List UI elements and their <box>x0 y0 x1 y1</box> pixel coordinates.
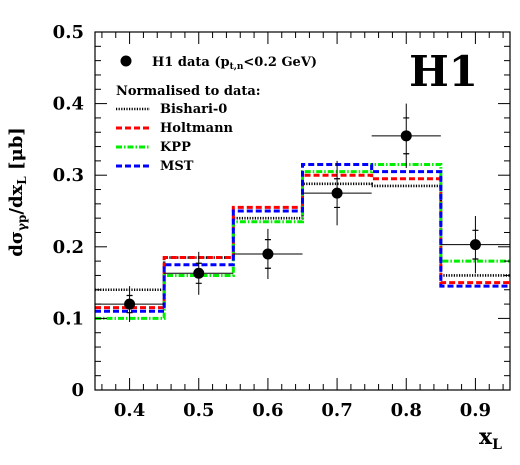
y-axis-label-mid: /dx <box>6 184 27 214</box>
x-tick-label: 0.7 <box>321 400 352 421</box>
tick-labels: 0.4 0.5 0.6 0.7 0.8 0.9 0 0.1 0.2 0.3 0.4 0.5 <box>53 22 491 421</box>
data-marker <box>400 130 412 142</box>
x-tick-label: 0.4 <box>114 400 145 421</box>
legend-header: Normalised to data: <box>116 84 261 99</box>
y-tick-label: 0.3 <box>53 165 84 186</box>
y-axis-label-d: d <box>6 244 27 257</box>
model-curves <box>95 162 510 320</box>
stat-error-caps <box>126 294 133 314</box>
stat-error-caps <box>264 239 271 269</box>
series-kpp <box>95 162 510 320</box>
y-tick-label: 0.1 <box>53 308 84 329</box>
x-axis-label-main: x <box>479 424 493 450</box>
series-mst <box>95 162 510 313</box>
legend-label: Holtmann <box>160 121 234 136</box>
x-tick-label: 0.9 <box>460 400 491 421</box>
h1-logo: H1 <box>409 47 478 96</box>
y-axis-label: dσγp/dxL [μb] <box>6 127 29 257</box>
stat-error-caps <box>472 229 479 260</box>
y-axis-label-unit: [μb] <box>6 127 27 176</box>
y-axis-label-sub2: L <box>15 176 29 185</box>
x-tick-label: 0.5 <box>183 400 214 421</box>
legend-label: KPP <box>160 140 191 155</box>
legend-data-label: H1 data (pt,n<0.2 GeV) <box>152 55 317 72</box>
legend-data-label-main: H1 data (p <box>152 55 230 70</box>
plot-frame <box>94 31 511 391</box>
y-tick-label: 0.4 <box>53 94 84 115</box>
legend-data-label-tail: <0.2 GeV) <box>243 55 317 70</box>
data-point <box>233 228 303 280</box>
x-tick-label: 0.8 <box>391 400 422 421</box>
legend-data-label-sub: t,n <box>230 62 244 72</box>
data-point <box>371 103 441 169</box>
y-tick-label: 0 <box>71 380 84 401</box>
data-marker <box>124 298 136 310</box>
axes <box>94 31 511 391</box>
legend-label: Bishari-0 <box>160 102 227 117</box>
data-marker <box>331 187 343 199</box>
x-axis-label-sub: L <box>492 437 502 453</box>
data-point <box>302 160 372 226</box>
legend-entries: Bishari-0 Holtmann KPP MST <box>116 102 234 174</box>
legend: H1 data (pt,n<0.2 GeV) Normalised to dat… <box>116 55 317 174</box>
legend-label: MST <box>160 159 194 174</box>
y-axis-label-sigma: σ <box>6 231 27 244</box>
y-tick-label: 0.5 <box>53 22 84 43</box>
stat-error-caps <box>334 178 341 209</box>
legend-data-marker <box>120 55 132 67</box>
y-tick-label: 0.2 <box>53 237 84 258</box>
x-tick-label: 0.6 <box>252 400 283 421</box>
data-marker <box>469 239 481 251</box>
y-axis-label-sub1: γp <box>15 215 29 231</box>
x-axis-label: xL <box>479 424 502 453</box>
data-marker <box>262 248 274 260</box>
stat-error-caps <box>403 117 410 155</box>
stat-error-caps <box>195 262 202 284</box>
series-bishari-0 <box>95 182 510 292</box>
data-points <box>95 103 510 322</box>
data-point <box>440 216 510 274</box>
data-point <box>95 286 165 322</box>
data-marker <box>193 267 205 279</box>
data-point <box>164 251 234 295</box>
